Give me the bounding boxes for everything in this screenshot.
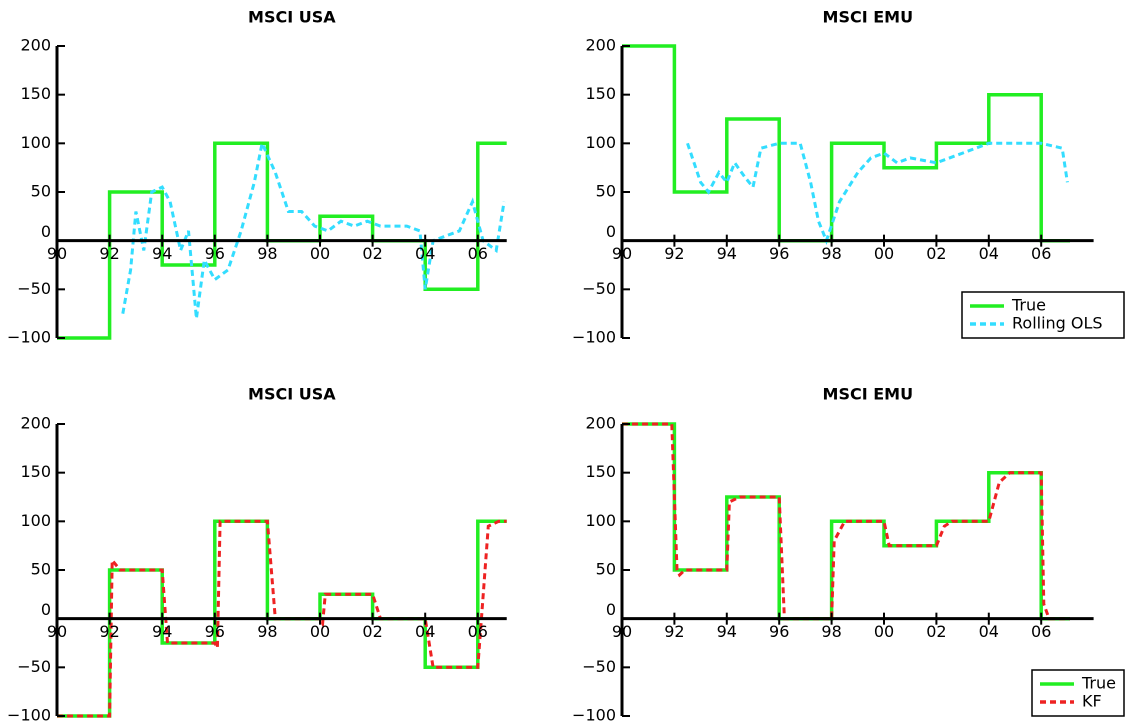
x-tick-label: 94 — [152, 244, 172, 263]
x-tick-label: 04 — [979, 244, 999, 263]
panel: MSCI EMU −100 −50 0 50 100 150 200 90 92 94 96 98 00 0… — [572, 8, 1125, 347]
y-tick-label: 50 — [31, 560, 51, 579]
legend-label: Rolling OLS — [1012, 314, 1103, 333]
series-line — [121, 138, 506, 319]
y-tick-label: 200 — [20, 414, 51, 433]
legend-label: KF — [1082, 692, 1102, 711]
panel: MSCI USA −100 −50 0 50 100 150 200 90 92 94 96 98 00 0… — [7, 8, 507, 347]
x-tick-label: 94 — [152, 622, 172, 641]
y-tick-label: 0 — [41, 600, 51, 619]
legend-label: True — [1081, 674, 1116, 693]
x-tick-label: 02 — [362, 244, 382, 263]
x-tick-label: 02 — [926, 244, 946, 263]
x-tick-label: 96 — [769, 622, 789, 641]
y-tick-label: 0 — [606, 222, 616, 241]
x-tick-label: 00 — [310, 622, 330, 641]
panel-title: MSCI EMU — [823, 385, 914, 404]
series-line — [622, 44, 1070, 243]
legend-box — [961, 291, 1125, 339]
x-tick-label: 96 — [769, 244, 789, 263]
x-tick-label: 90 — [47, 622, 67, 641]
x-tick-label: 94 — [717, 622, 737, 641]
panel-title: MSCI USA — [248, 8, 336, 27]
x-tick-label: 00 — [874, 244, 894, 263]
panel-title: MSCI USA — [248, 385, 336, 404]
y-tick-label: 0 — [41, 222, 51, 241]
x-tick-label: 02 — [926, 622, 946, 641]
series-line — [622, 422, 1070, 621]
x-tick-label: 06 — [468, 244, 488, 263]
y-tick-label: 50 — [596, 182, 616, 201]
x-tick-label: 06 — [468, 622, 488, 641]
y-tick-label: 50 — [596, 560, 616, 579]
y-tick-label: −100 — [7, 706, 51, 723]
y-tick-label: 100 — [585, 511, 616, 530]
x-tick-label: 00 — [874, 622, 894, 641]
x-tick-label: 98 — [257, 622, 277, 641]
legend-label: True — [1011, 296, 1046, 315]
x-tick-label: 06 — [1031, 622, 1051, 641]
y-tick-label: 200 — [20, 36, 51, 55]
y-tick-label: −100 — [572, 706, 616, 723]
y-tick-label: 100 — [20, 511, 51, 530]
x-tick-label: 98 — [257, 244, 277, 263]
y-tick-label: 200 — [585, 36, 616, 55]
x-tick-label: 02 — [362, 622, 382, 641]
y-tick-label: 50 — [31, 182, 51, 201]
x-tick-label: 90 — [612, 622, 632, 641]
x-tick-label: 92 — [664, 244, 684, 263]
x-tick-label: 00 — [310, 244, 330, 263]
y-tick-label: −100 — [572, 328, 616, 347]
series-line — [622, 422, 1070, 621]
x-tick-label: 90 — [612, 244, 632, 263]
x-tick-label: 04 — [415, 244, 435, 263]
legend-box — [1031, 669, 1125, 717]
y-tick-label: −50 — [582, 657, 616, 676]
x-tick-label: 92 — [99, 622, 119, 641]
x-tick-label: 04 — [979, 622, 999, 641]
y-tick-label: −50 — [17, 279, 51, 298]
x-tick-label: 94 — [717, 244, 737, 263]
series-line — [686, 141, 1069, 246]
y-tick-label: 0 — [606, 600, 616, 619]
y-tick-label: 100 — [585, 133, 616, 152]
y-tick-label: 100 — [20, 133, 51, 152]
panel-title: MSCI EMU — [823, 8, 914, 27]
y-tick-label: 200 — [585, 414, 616, 433]
x-tick-label: 92 — [664, 622, 684, 641]
x-tick-label: 04 — [415, 622, 435, 641]
x-tick-label: 98 — [821, 622, 841, 641]
x-tick-label: 06 — [1031, 244, 1051, 263]
y-tick-label: −100 — [7, 328, 51, 347]
x-tick-label: 96 — [205, 622, 225, 641]
y-tick-label: 150 — [20, 84, 51, 103]
y-tick-label: 150 — [585, 84, 616, 103]
y-tick-label: 150 — [20, 462, 51, 481]
x-tick-label: 90 — [47, 244, 67, 263]
x-tick-label: 96 — [205, 244, 225, 263]
x-tick-label: 92 — [99, 244, 119, 263]
x-tick-label: 98 — [821, 244, 841, 263]
y-tick-label: −50 — [582, 279, 616, 298]
panel: MSCI EMU −100 −50 0 50 100 150 200 90 92 94 96 98 00 0… — [572, 385, 1125, 723]
y-tick-label: 150 — [585, 462, 616, 481]
panel: MSCI USA −100 −50 0 50 100 150 200 90 92 94 96 98 00 0… — [7, 385, 507, 723]
y-tick-label: −50 — [17, 657, 51, 676]
